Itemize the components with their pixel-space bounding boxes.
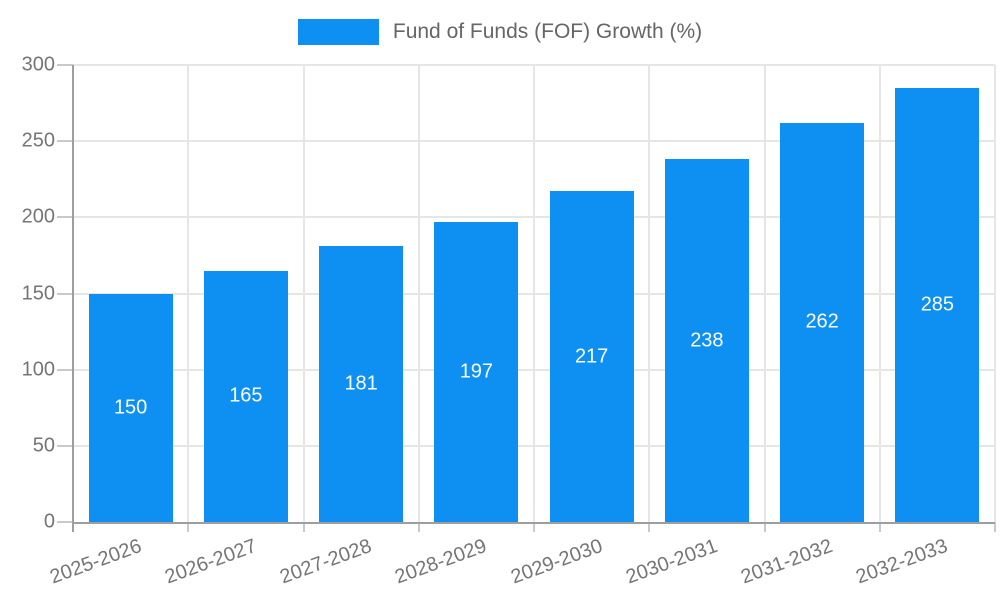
x-tick [302, 522, 305, 532]
y-tick [57, 444, 73, 447]
x-tick [994, 522, 996, 532]
x-tick [417, 522, 420, 532]
bar[interactable] [549, 191, 634, 522]
bar-value-label: 217 [574, 345, 609, 368]
y-tick [57, 521, 73, 523]
y-axis-tick-label: 150 [21, 282, 55, 304]
bar-value-label: 181 [344, 372, 378, 395]
x-tick [187, 522, 190, 532]
y-axis-tick-label: 300 [21, 53, 55, 76]
bar-value-label: 165 [229, 384, 263, 407]
chart-legend[interactable]: Fund of Funds (FOF) Growth (%) [0, 19, 1000, 45]
x-gridline [878, 65, 881, 522]
x-gridline [994, 65, 996, 522]
y-axis-tick-label: 200 [21, 205, 55, 228]
x-gridline [533, 65, 535, 522]
x-gridline [763, 65, 766, 522]
legend-label: Fund of Funds (FOF) Growth (%) [392, 20, 703, 43]
y-tick [57, 216, 73, 219]
bar[interactable] [88, 293, 173, 522]
y-tick [57, 64, 73, 66]
y-axis-tick-label: 0 [43, 510, 55, 533]
y-axis-tick-label: 50 [32, 434, 55, 457]
y-tick [57, 368, 73, 371]
bar[interactable] [203, 270, 288, 522]
bar-value-label: 238 [690, 329, 724, 352]
y-tick [57, 292, 73, 295]
x-tick [878, 522, 881, 532]
x-axis-line [73, 522, 995, 524]
bar-value-label: 150 [113, 396, 148, 419]
y-tick [57, 140, 73, 143]
bar-value-label: 262 [805, 310, 839, 333]
x-gridline [302, 65, 305, 522]
x-gridline [187, 65, 190, 522]
bar[interactable] [895, 87, 980, 522]
x-tick [763, 522, 766, 532]
x-gridline [417, 65, 420, 522]
x-tick [648, 522, 651, 532]
bar-value-label: 197 [459, 360, 494, 383]
bar[interactable] [319, 246, 404, 522]
y-axis-tick-label: 250 [21, 129, 55, 152]
y-axis-tick-label: 100 [21, 358, 55, 381]
x-gridline [648, 65, 651, 522]
legend-swatch [297, 19, 379, 45]
bar[interactable] [434, 221, 519, 522]
y-axis-line [72, 65, 74, 532]
bar[interactable] [780, 122, 865, 522]
bar-value-label: 285 [920, 293, 955, 316]
bar[interactable] [664, 159, 749, 522]
x-tick [533, 522, 535, 532]
